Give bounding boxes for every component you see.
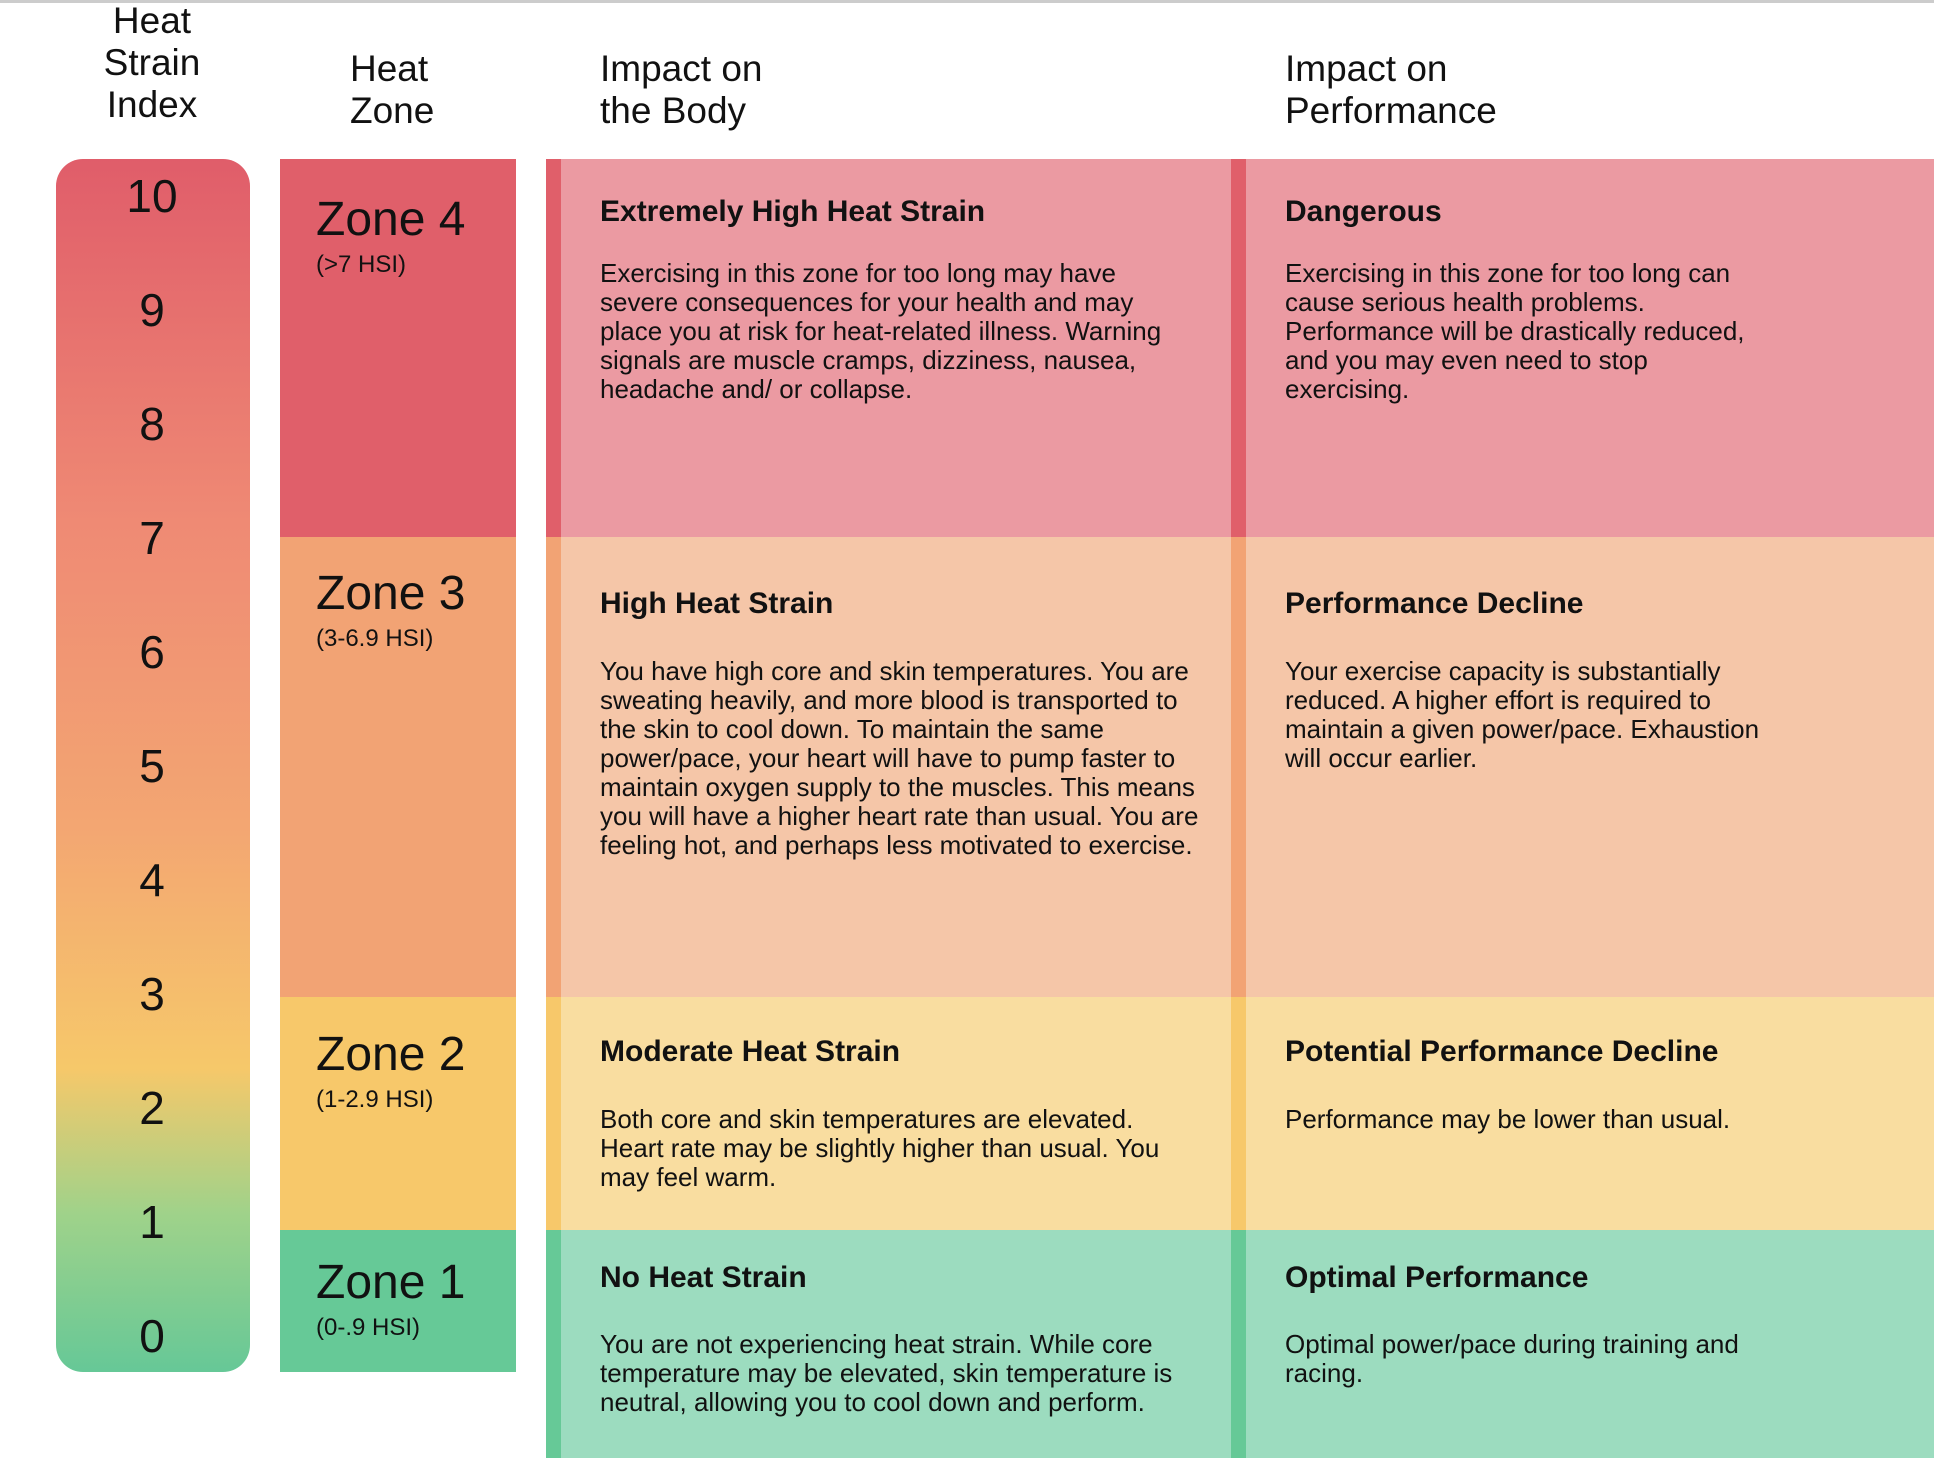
body-text: Both core and skin temperatures are elev…	[600, 1104, 1160, 1192]
body-cell	[546, 997, 1231, 1230]
body-text: You have high core and skin temperatures…	[600, 656, 1199, 860]
scale-bar	[56, 159, 250, 1372]
performance-cell	[1231, 159, 1934, 537]
body-text: Exercising in this zone for too long may…	[600, 258, 1162, 404]
body-cell	[546, 1230, 1231, 1458]
header-body: Impact on the Body	[600, 48, 763, 131]
zone-name: Zone 1	[316, 1256, 466, 1309]
zone-range: (3-6.9 HSI)	[316, 625, 434, 652]
body-title: High Heat Strain	[600, 587, 834, 620]
body-cell	[546, 159, 1231, 537]
performance-text: Performance may be lower than usual.	[1285, 1104, 1731, 1134]
zone-range: (>7 HSI)	[316, 251, 407, 278]
body-title: No Heat Strain	[600, 1261, 807, 1294]
performance-title: Potential Performance Decline	[1285, 1035, 1719, 1068]
zone-range: (0-.9 HSI)	[316, 1314, 421, 1341]
header-zone: Heat Zone	[350, 48, 435, 131]
body-title: Moderate Heat Strain	[600, 1035, 901, 1068]
zone-name: Zone 4	[316, 193, 466, 246]
performance-title: Dangerous	[1285, 195, 1442, 228]
scale-number: 0	[139, 1310, 165, 1362]
scale-number: 4	[139, 854, 165, 906]
zone-name: Zone 2	[316, 1028, 466, 1081]
scale-number: 10	[126, 170, 178, 222]
scale-number: 5	[139, 740, 165, 792]
performance-text: Exercising in this zone for too long can…	[1285, 258, 1745, 404]
zone-cell	[280, 1230, 516, 1372]
scale-number: 9	[139, 284, 165, 336]
performance-title: Optimal Performance	[1285, 1261, 1589, 1294]
body-title: Extremely High Heat Strain	[600, 195, 986, 228]
zone-range: (1-2.9 HSI)	[316, 1086, 434, 1113]
zone-cell	[280, 159, 516, 537]
zone-cell	[280, 997, 516, 1230]
zone-name: Zone 3	[316, 567, 466, 620]
scale-number: 7	[139, 512, 165, 564]
scale-number: 3	[139, 968, 165, 1020]
performance-cell	[1231, 1230, 1934, 1458]
performance-text: Your exercise capacity is substantially …	[1285, 656, 1760, 773]
zone-cell	[280, 537, 516, 997]
header-index: Heat Strain Index	[103, 0, 201, 125]
performance-title: Performance Decline	[1285, 587, 1584, 620]
body-text: You are not experiencing heat strain. Wh…	[600, 1329, 1173, 1417]
header-performance: Impact on Performance	[1285, 48, 1497, 131]
scale-number: 6	[139, 626, 165, 678]
scale-number: 1	[139, 1196, 165, 1248]
body-cell	[546, 537, 1231, 997]
scale-number: 8	[139, 398, 165, 450]
performance-cell	[1231, 537, 1934, 997]
top-border	[0, 0, 1934, 3]
scale-number: 2	[139, 1082, 165, 1134]
performance-text: Optimal power/pace during training and r…	[1285, 1329, 1739, 1388]
performance-cell	[1231, 997, 1934, 1230]
